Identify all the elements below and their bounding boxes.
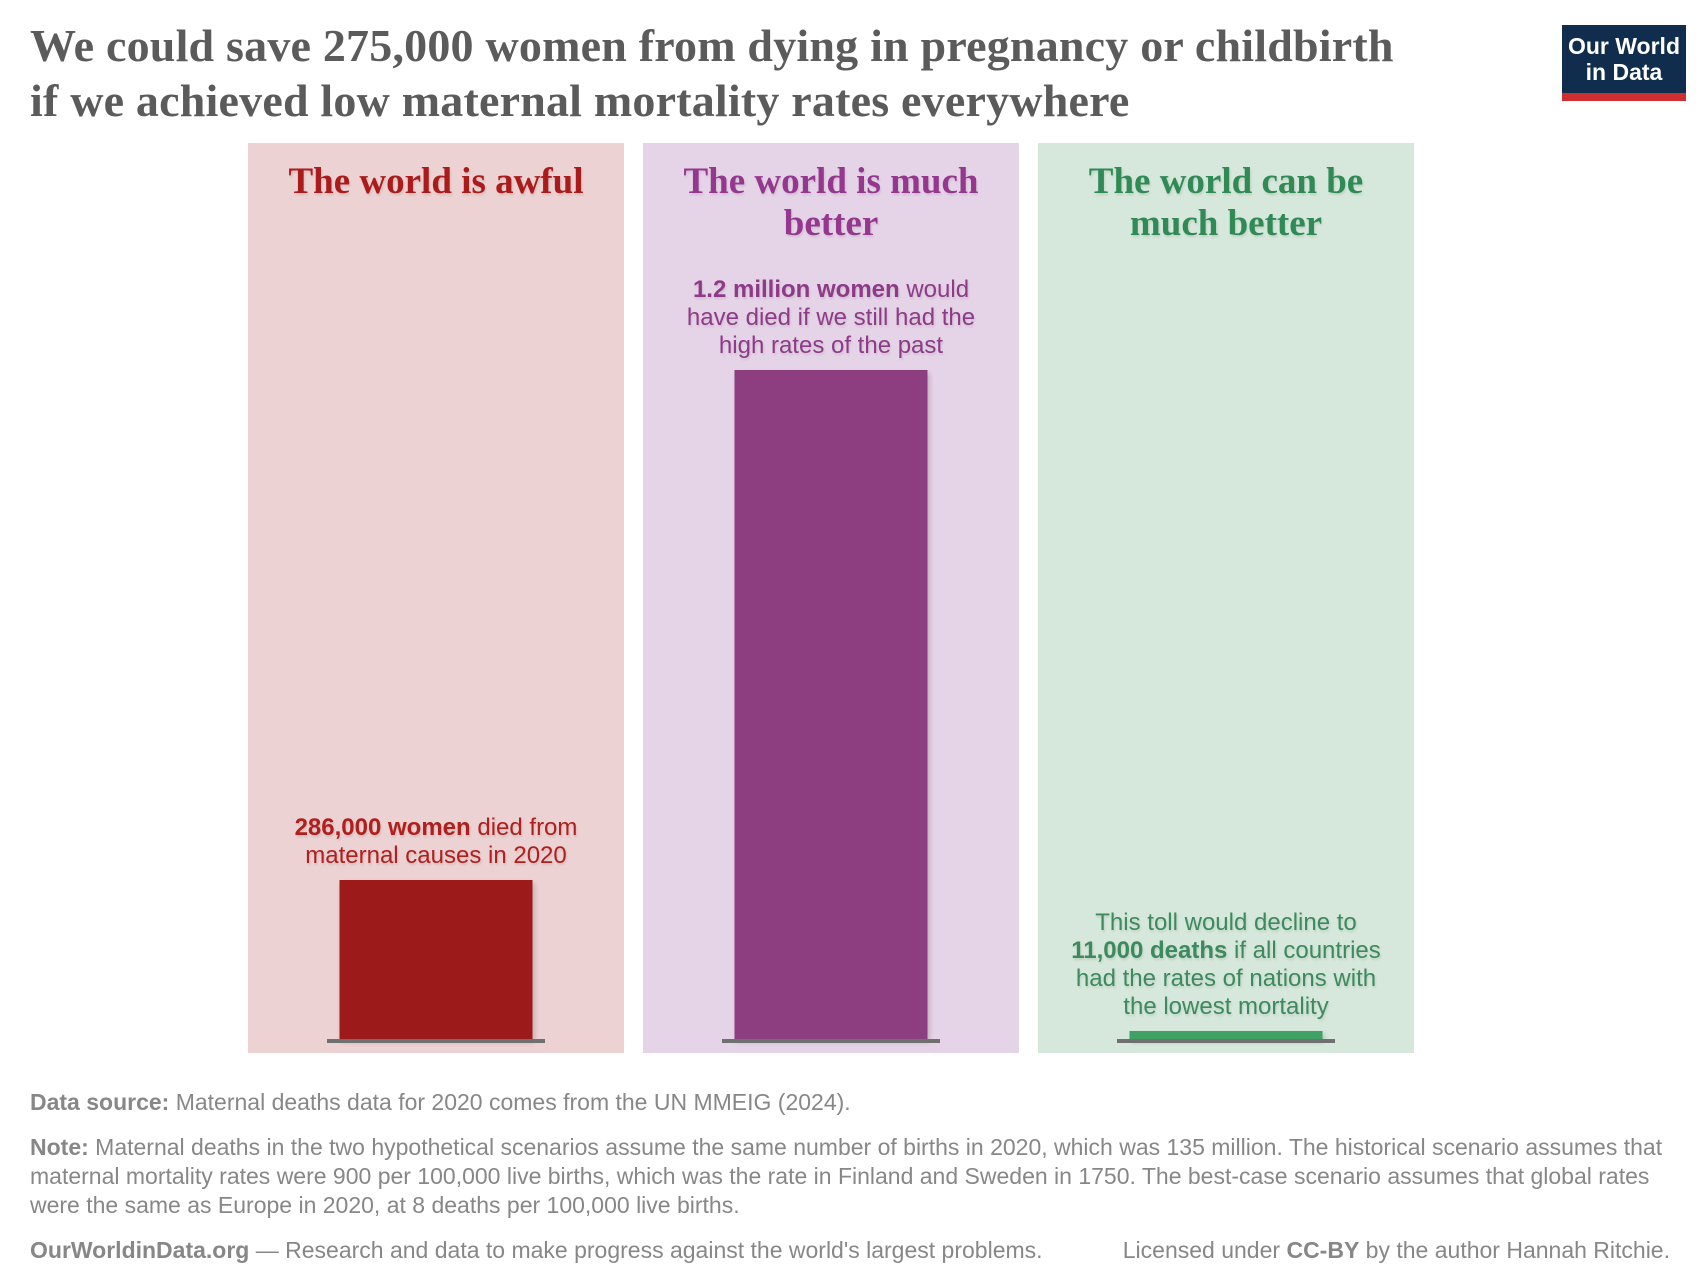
owid-logo-text-line2: in Data: [1585, 59, 1663, 85]
page-title-line2: if we achieved low maternal mortality ra…: [30, 75, 1130, 126]
bar-label-pre: This toll would decline to: [1095, 909, 1357, 936]
panel-world-can-be-much-better: The world can be much better This toll w…: [1038, 143, 1414, 1053]
panel-heading: The world is awful: [288, 161, 584, 202]
footer-datasource: Data source: Maternal deaths data for 20…: [30, 1088, 1670, 1117]
bar-label-value: 1.2 million women: [692, 276, 900, 303]
bar-deaths-best-case: [1129, 1031, 1323, 1039]
bar-label-post: died from maternal causes in 2020: [305, 814, 578, 869]
page-title-line1: We could save 275,000 women from dying i…: [30, 20, 1394, 71]
footer-note: Note: Maternal deaths in the two hypothe…: [30, 1133, 1670, 1220]
footer-license-pre: Licensed under: [1122, 1237, 1287, 1263]
panel-world-is-awful: The world is awful 286,000 women died fr…: [248, 143, 624, 1053]
axis-baseline: [327, 1039, 545, 1043]
bar-label-value: 286,000 women: [294, 814, 471, 841]
axis-baseline: [1117, 1039, 1335, 1043]
bar-label: 1.2 million women would have died if we …: [664, 276, 998, 360]
panel-heading: The world can be much better: [1088, 161, 1364, 244]
bar-label: 286,000 women died from maternal causes …: [269, 814, 603, 870]
bar-label: This toll would decline to 11,000 deaths…: [1059, 909, 1393, 1021]
footer-site-tagline: — Research and data to make progress aga…: [249, 1237, 1043, 1263]
footer-site-credit: OurWorldinData.org — Research and data t…: [30, 1236, 1043, 1265]
footer-bottom-row: OurWorldinData.org — Research and data t…: [30, 1236, 1670, 1265]
owid-logo-box: Our World in Data: [1562, 25, 1686, 93]
bar-deaths-2020: [339, 880, 533, 1039]
bar-label-post: would have died if we still had the high…: [686, 276, 976, 359]
bar-deaths-historical-rates: [734, 370, 928, 1039]
owid-logo: Our World in Data: [1562, 25, 1686, 101]
bar-label-value: 11,000 deaths: [1071, 937, 1228, 964]
page-title: We could save 275,000 women from dying i…: [30, 18, 1394, 128]
panel-world-is-much-better: The world is much better 1.2 million wom…: [643, 143, 1019, 1053]
footer-datasource-label: Data source:: [30, 1089, 170, 1115]
footer-license: Licensed under CC-BY by the author Hanna…: [1123, 1236, 1670, 1265]
footer-license-type: CC-BY: [1286, 1237, 1360, 1263]
owid-logo-stripe: [1562, 93, 1686, 101]
footer-license-post: by the author Hannah Ritchie.: [1359, 1237, 1670, 1263]
footer-note-label: Note:: [30, 1134, 89, 1160]
scenario-panels: The world is awful 286,000 women died fr…: [248, 143, 1414, 1053]
footer-note-text: Maternal deaths in the two hypothetical …: [30, 1134, 1663, 1218]
footer: Data source: Maternal deaths data for 20…: [30, 1088, 1670, 1265]
footer-datasource-text: Maternal deaths data for 2020 comes from…: [169, 1089, 851, 1115]
bar-label-post: if all countries had the rates of nation…: [1075, 937, 1381, 1020]
panel-heading: The world is much better: [683, 161, 979, 244]
axis-baseline: [722, 1039, 940, 1043]
footer-site-name: OurWorldinData.org: [30, 1237, 250, 1263]
owid-logo-text-line1: Our World: [1567, 33, 1680, 59]
